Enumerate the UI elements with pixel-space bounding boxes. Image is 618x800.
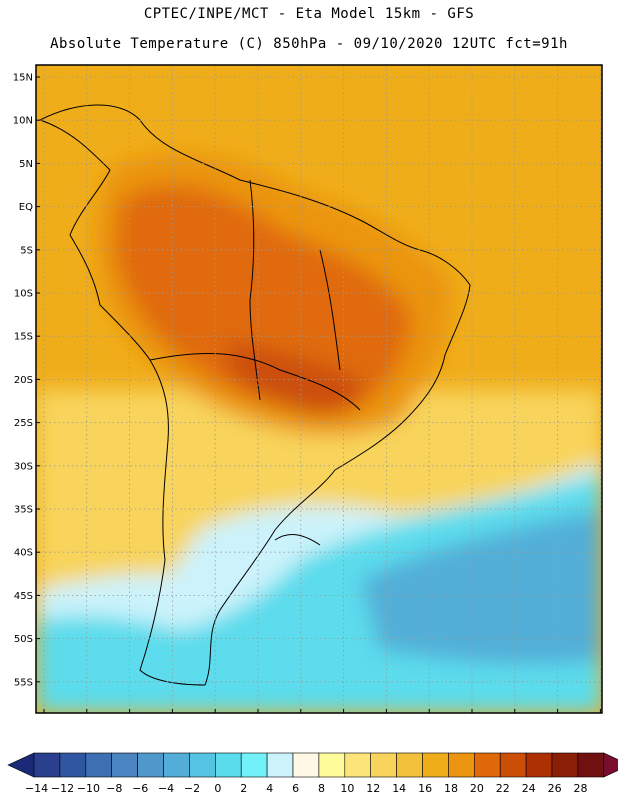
colorbar-swatch bbox=[577, 752, 605, 778]
colorbar-swatch bbox=[551, 752, 579, 778]
longitude-axis: 85W 80W 75W 70W 65W 60W 55W 50W 45W 40W 35W 30W 25W 2… bbox=[33, 709, 612, 720]
colorbar-label: −14 bbox=[25, 782, 48, 795]
latitude-axis: 15N 10N 5N EQ 5S 10S 15S 20S 25S 30S 35S 40S 45S 50S 5… bbox=[13, 73, 40, 688]
lat-label: 25S bbox=[14, 418, 33, 429]
coastlines bbox=[38, 104, 471, 686]
colorbar-label: 26 bbox=[548, 782, 562, 795]
lon-label: 25W bbox=[546, 719, 569, 720]
colorbar: −14 −12 −10 −8 −6 −4 −2 0 2 4 6 8 10 12 14 16 18 20 22 24 26… bbox=[7, 752, 618, 795]
colorbar-swatch bbox=[59, 752, 87, 778]
lon-label: 75W bbox=[118, 719, 141, 720]
colorbar-label: 2 bbox=[240, 782, 247, 795]
lat-label: 45S bbox=[14, 591, 33, 602]
colorbar-swatch bbox=[525, 752, 553, 778]
rio-de-la-plata bbox=[274, 534, 321, 546]
map-subtitle: Absolute Temperature (C) 850hPa - 09/10/… bbox=[50, 36, 568, 52]
lat-label: 40S bbox=[14, 548, 33, 559]
lat-label: 55S bbox=[14, 677, 33, 688]
lat-label: 30S bbox=[14, 461, 33, 472]
colorbar-label: 4 bbox=[266, 782, 273, 795]
colorbar-label: 22 bbox=[496, 782, 510, 795]
colorbar-label: 20 bbox=[470, 782, 484, 795]
map-title: CPTEC/INPE/MCT - Eta Model 15km - GFS bbox=[143, 6, 475, 22]
lat-label: 15S bbox=[14, 332, 33, 343]
colorbar-label: −8 bbox=[106, 782, 122, 795]
colorbar-swatch bbox=[163, 752, 190, 778]
lon-label: 85W bbox=[33, 719, 56, 720]
colorbar-swatch bbox=[473, 752, 501, 778]
lon-label: 60W bbox=[247, 719, 270, 720]
colorbar-swatch bbox=[292, 752, 320, 778]
colorbar-swatch bbox=[85, 752, 113, 778]
colorbar-swatch bbox=[189, 752, 216, 778]
lon-label: 35W bbox=[461, 719, 484, 720]
south-america-coast bbox=[38, 104, 471, 686]
lat-label: 50S bbox=[14, 634, 33, 645]
colorbar-swatch bbox=[422, 752, 449, 778]
map-frame bbox=[35, 64, 603, 714]
lon-label: 65W bbox=[204, 719, 227, 720]
colorbar-label: −10 bbox=[77, 782, 100, 795]
colorbar-label: 14 bbox=[392, 782, 406, 795]
temperature-map: 15N 10N 5N EQ 5S 10S 15S 20S 25S 30S 35S 40S 45S 50S 5… bbox=[13, 64, 612, 720]
colorbar-label: 18 bbox=[444, 782, 458, 795]
colorbar-label: −2 bbox=[184, 782, 200, 795]
lat-label: 35S bbox=[14, 505, 33, 516]
lat-label: 20S bbox=[14, 375, 33, 386]
colorbar-label: 8 bbox=[318, 782, 325, 795]
graticule bbox=[36, 65, 602, 713]
lat-label: 10N bbox=[13, 116, 33, 127]
lon-label: 40W bbox=[418, 719, 441, 720]
hottest-zone bbox=[225, 340, 363, 415]
colorbar-label: 10 bbox=[340, 782, 354, 795]
colorbar-label: 16 bbox=[418, 782, 432, 795]
lon-label: 80W bbox=[75, 719, 98, 720]
lon-label: 30W bbox=[503, 719, 526, 720]
colorbar-label: 12 bbox=[366, 782, 380, 795]
colorbar-label: 24 bbox=[522, 782, 536, 795]
colorbar-swatch bbox=[215, 752, 242, 778]
colorbar-label: 6 bbox=[292, 782, 299, 795]
colorbar-swatch bbox=[396, 752, 423, 778]
colorbar-high-arrow bbox=[603, 752, 618, 778]
colorbar-swatch bbox=[370, 752, 397, 778]
lat-label: EQ bbox=[19, 202, 33, 213]
colorbar-swatch bbox=[344, 752, 371, 778]
lon-label: 20W bbox=[589, 719, 612, 720]
colorbar-label: 28 bbox=[573, 782, 587, 795]
country-border bbox=[319, 249, 341, 371]
colorbar-low-arrow bbox=[7, 752, 35, 778]
country-border bbox=[249, 179, 261, 401]
lat-label: 10S bbox=[14, 289, 33, 300]
colorbar-swatch bbox=[240, 752, 268, 778]
lon-label: 70W bbox=[161, 719, 184, 720]
colorbar-swatch bbox=[499, 752, 527, 778]
colorbar-swatch bbox=[266, 752, 294, 778]
colder-zone bbox=[360, 510, 602, 665]
colorbar-swatch bbox=[318, 752, 346, 778]
lon-label: 55W bbox=[289, 719, 312, 720]
temperature-field bbox=[36, 65, 602, 713]
lon-label: 50W bbox=[332, 719, 355, 720]
lat-label: 5N bbox=[19, 159, 33, 170]
lat-label: 15N bbox=[13, 73, 33, 84]
lat-label: 5S bbox=[20, 245, 33, 256]
colorbar-swatch bbox=[137, 752, 164, 778]
colorbar-swatch bbox=[111, 752, 138, 778]
lon-label: 45W bbox=[375, 719, 398, 720]
colorbar-label: −6 bbox=[132, 782, 148, 795]
colorbar-label: −4 bbox=[158, 782, 174, 795]
country-border bbox=[149, 352, 361, 411]
colorbar-label: 0 bbox=[214, 782, 221, 795]
colorbar-label: −12 bbox=[51, 782, 74, 795]
colorbar-swatch bbox=[33, 752, 61, 778]
colorbar-swatch bbox=[448, 752, 475, 778]
